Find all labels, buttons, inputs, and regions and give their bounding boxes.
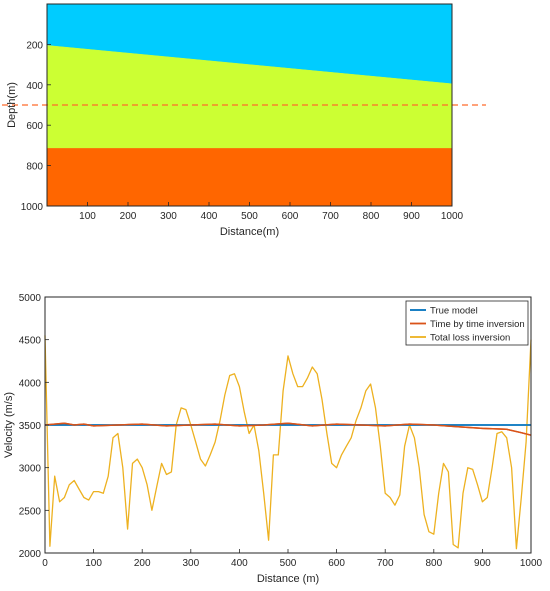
x-tick-label: 400 [231, 558, 248, 569]
y-tick-label: 4500 [19, 336, 42, 347]
x-tick-label: 300 [160, 211, 177, 222]
y-tick-labels: 200 400 600 800 1000 [21, 40, 51, 213]
legend-entry: True model [430, 306, 478, 317]
y-tick-label: 1000 [21, 202, 44, 213]
series-line-3 [44, 335, 532, 550]
y-tick-label: 5000 [19, 293, 42, 304]
x-tick-label: 0 [42, 558, 48, 569]
x-tick-label: 1000 [441, 211, 464, 222]
x-tick-label: 800 [425, 558, 442, 569]
x-tick-label: 100 [85, 558, 102, 569]
x-tick-label: 200 [120, 211, 137, 222]
x-tick-label: 500 [280, 558, 297, 569]
legend-entry: Total loss inversion [430, 333, 510, 344]
x-tick-label: 300 [182, 558, 199, 569]
series-line-overlay-2 [44, 422, 532, 436]
y-tick-label: 200 [26, 40, 43, 51]
x-tick-label: 800 [363, 211, 380, 222]
x-tick-label: 100 [79, 211, 96, 222]
x-tick-labels: 100 200 300 400 500 600 700 800 900 1000 [79, 202, 464, 222]
legend: True model Time by time inversion Total lo… [405, 300, 529, 346]
y-tick-label: 3500 [19, 421, 42, 432]
y-tick-label: 4000 [19, 378, 42, 389]
x-tick-label: 700 [377, 558, 394, 569]
y-tick-label: 3000 [19, 464, 42, 475]
layer-bottom [46, 148, 453, 207]
x-tick-label: 400 [201, 211, 218, 222]
x-tick-label: 1000 [520, 558, 543, 569]
x-tick-label: 600 [282, 211, 299, 222]
x-axis-label: Distance(m) [220, 226, 279, 238]
y-tick-label: 400 [26, 81, 43, 92]
x-tick-label: 600 [328, 558, 345, 569]
y-axis-label: Velocity (m/s) [3, 392, 15, 458]
y-tick-label: 600 [26, 121, 43, 132]
y-tick-labels: 2000 2500 3000 3500 4000 4500 5000 [19, 293, 49, 560]
x-tick-label: 500 [241, 211, 258, 222]
legend-box [405, 300, 529, 346]
y-tick-label: 800 [26, 162, 43, 173]
x-tick-label: 200 [134, 558, 151, 569]
x-axis-label: Distance (m) [257, 573, 319, 585]
series-lines [44, 335, 532, 550]
x-tick-label: 900 [403, 211, 420, 222]
y-axis-label: Depth(m) [6, 82, 18, 128]
x-tick-label: 900 [474, 558, 491, 569]
legend-entry: Time by time inversion [430, 319, 525, 330]
velocity-layers [46, 3, 453, 207]
velocity-profile-chart: 0 100 200 300 400 500 600 700 800 900 1000 2000 250… [3, 293, 543, 585]
x-tick-labels: 0 100 200 300 400 500 600 700 800 900 1000 [42, 549, 543, 569]
y-tick-label: 2500 [19, 506, 42, 517]
depth-model-chart: 100 200 300 400 500 600 700 800 900 1000 200 400 60… [2, 3, 486, 238]
x-tick-label: 700 [322, 211, 339, 222]
y-tick-label: 2000 [19, 549, 42, 560]
